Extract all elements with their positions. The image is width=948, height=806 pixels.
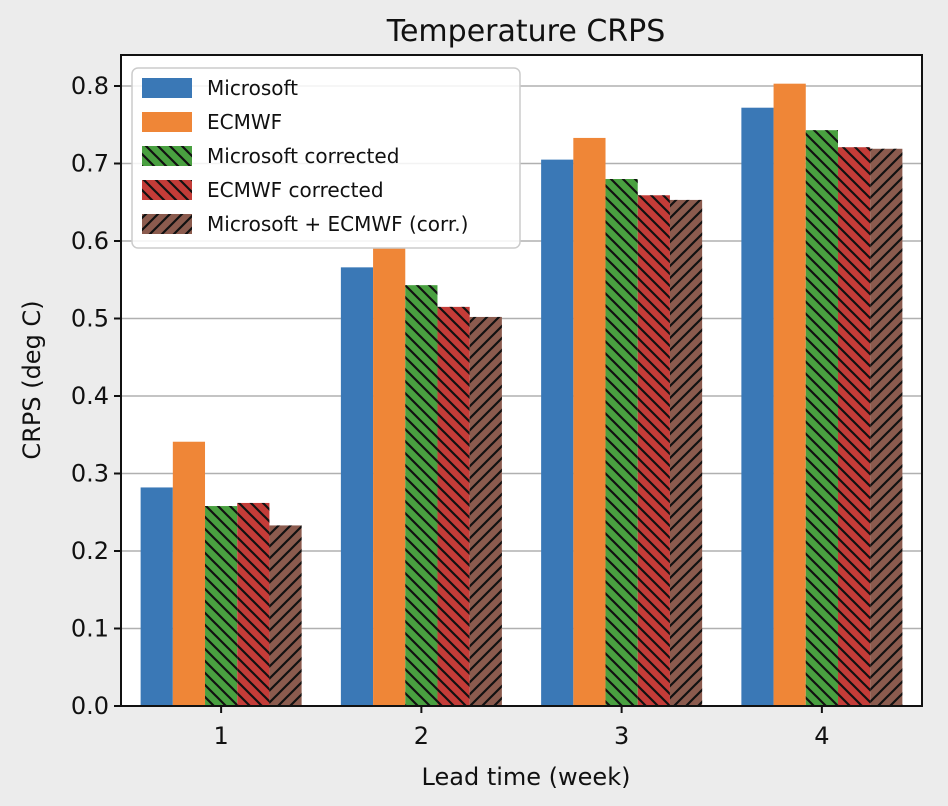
bar-hatch — [805, 130, 838, 707]
y-tick-label: 0.6 — [71, 227, 109, 255]
bar — [541, 159, 574, 706]
bar — [340, 267, 374, 706]
legend-box — [131, 67, 521, 249]
y-tick-label: 0.8 — [71, 72, 109, 100]
bar-hatch — [405, 285, 438, 706]
legend-swatch-hatch — [142, 146, 192, 166]
chart-title: Temperature CRPS — [386, 14, 666, 49]
legend-swatch — [142, 78, 192, 98]
y-axis: 0.0 0.1 0.2 0.3 0.4 0.5 0.6 0.7 0.8 — [71, 72, 121, 720]
bar — [140, 487, 173, 706]
bar-hatch — [870, 148, 903, 706]
x-axis: 1 2 3 4 — [213, 706, 830, 750]
bar-hatch — [469, 316, 502, 706]
bar — [741, 107, 774, 706]
legend-label: ECMWF — [207, 110, 282, 134]
bar-hatch — [237, 502, 270, 706]
y-tick-label: 0.5 — [71, 305, 109, 333]
bar-hatch — [837, 147, 871, 707]
legend-label: Microsoft — [207, 76, 298, 100]
plot-frame — [120, 54, 923, 707]
y-tick-label: 0.0 — [71, 692, 109, 720]
y-tick-label: 0.3 — [71, 460, 109, 488]
bar-hatch — [637, 195, 670, 706]
y-tick-label: 0.4 — [71, 382, 109, 410]
bar-hatch — [269, 525, 302, 706]
legend-label: Microsoft + ECMWF (corr.) — [207, 212, 468, 236]
legend-swatch-hatch — [142, 180, 192, 200]
y-axis-title: CRPS (deg C) — [18, 300, 46, 459]
bar-hatch — [669, 199, 703, 707]
bar-hatch — [605, 179, 638, 706]
x-tick-label: 4 — [814, 722, 829, 750]
bar — [573, 137, 606, 707]
x-tick-label: 1 — [213, 722, 228, 750]
legend-swatch — [142, 112, 192, 132]
x-tick-label: 2 — [414, 722, 429, 750]
bar — [373, 247, 406, 706]
y-tick-label: 0.2 — [71, 537, 109, 565]
y-tick-label: 0.7 — [71, 150, 109, 178]
y-tick-label: 0.1 — [71, 615, 109, 643]
bars — [140, 83, 903, 707]
x-tick-label: 3 — [614, 722, 629, 750]
x-axis-title: Lead time (week) — [422, 763, 631, 791]
bar-hatch — [205, 506, 238, 706]
bar — [172, 441, 206, 706]
legend-label: Microsoft corrected — [207, 144, 399, 168]
legend-swatch-hatch — [142, 214, 192, 234]
legend-label: ECMWF corrected — [207, 178, 384, 202]
legend: Microsoft ECMWF Microsoft corrected ECMWF c… — [131, 67, 521, 249]
bar-hatch — [437, 306, 470, 706]
bar — [773, 83, 806, 707]
